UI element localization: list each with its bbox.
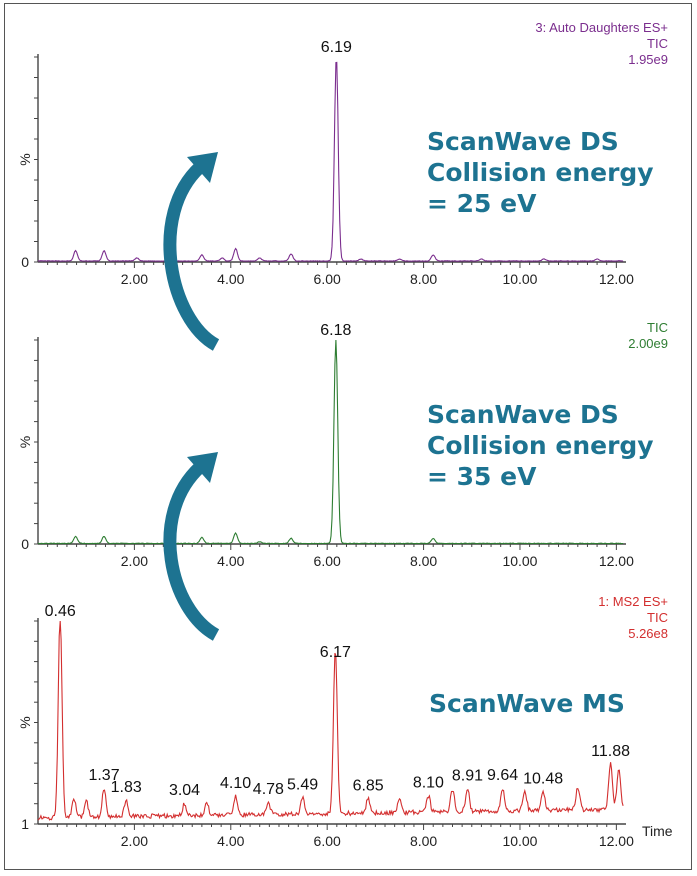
x-tick-label: 6.00 [314,271,341,287]
trace-header-line: TIC [647,610,668,625]
trace-header-line: TIC [647,320,668,335]
peak-label: 8.91 [452,768,483,785]
peak-label: 10.48 [523,771,563,788]
x-tick-label: 2.00 [121,833,148,849]
peak-label: 4.78 [253,781,284,798]
arrow-shaft [163,162,220,351]
peak-label: 4.10 [220,775,251,792]
chromatogram-trace [37,620,624,821]
y-axis-label: % [17,153,33,165]
x-tick-label: 12.00 [599,271,634,287]
peak-label: 6.17 [320,644,351,661]
peak-label: 1.83 [111,779,142,796]
x-tick-label: 10.00 [502,833,537,849]
peak-label: 3.04 [169,782,200,799]
peak-label: 9.64 [487,767,518,784]
peak-label: 1.37 [88,767,119,784]
trace-header-line: 3: Auto Daughters ES+ [535,20,668,35]
arrow-head [187,152,218,183]
chromatogram-trace [37,61,624,262]
x-tick-label: 4.00 [217,553,244,569]
x-tick-label: 4.00 [217,833,244,849]
annotation-text: Collision energy [427,158,654,187]
annotation-text: ScanWave DS [427,400,619,429]
annotation-text: Collision energy [427,431,654,460]
peak-label: 6.18 [320,322,351,339]
chromatogram-panel-1 [34,54,626,268]
arrow-upper [163,152,220,351]
x-tick-label: 8.00 [410,833,437,849]
x-tick-label: 8.00 [410,553,437,569]
annotation-text: ScanWave DS [427,127,619,156]
chromatogram-panel-3 [34,618,626,830]
annotation-text: = 25 eV [427,189,537,218]
x-tick-label: 2.00 [121,271,148,287]
y-axis-label: % [17,716,33,728]
arrow-shaft [163,462,220,641]
peak-label: 6.85 [353,777,384,794]
x-tick-label: 2.00 [121,553,148,569]
x-tick-label: 6.00 [314,833,341,849]
x-tick-label: 10.00 [502,271,537,287]
chromatogram-trace [37,339,624,545]
x-axis-label: Time [642,823,673,839]
chromatogram-panel-2 [34,337,626,550]
figure-frame [4,3,692,870]
x-tick-label: 12.00 [599,553,634,569]
x-tick-label: 8.00 [410,271,437,287]
arrow-lower [163,452,220,641]
trace-header-line: 1: MS2 ES+ [598,594,668,609]
y-min-label: 0 [21,536,29,552]
y-min-label: 1 [21,816,29,832]
trace-header-line: 5.26e8 [628,626,668,641]
x-tick-label: 6.00 [314,553,341,569]
y-axis-label: % [17,436,33,448]
annotation-text: = 35 eV [427,462,537,491]
x-tick-label: 12.00 [599,833,634,849]
peak-label: 8.10 [413,774,444,791]
x-tick-label: 4.00 [217,271,244,287]
x-tick-label: 10.00 [502,553,537,569]
trace-header-line: 1.95e9 [628,52,668,67]
peak-label: 0.46 [45,603,76,620]
peak-label: 6.19 [321,39,352,56]
annotation-text: ScanWave MS [429,689,625,718]
peak-label: 11.88 [591,743,630,760]
peak-label: 5.49 [287,776,318,793]
arrow-head [187,452,218,483]
trace-header-line: 2.00e9 [628,336,668,351]
y-min-label: 0 [21,254,29,270]
trace-header-line: TIC [647,36,668,51]
